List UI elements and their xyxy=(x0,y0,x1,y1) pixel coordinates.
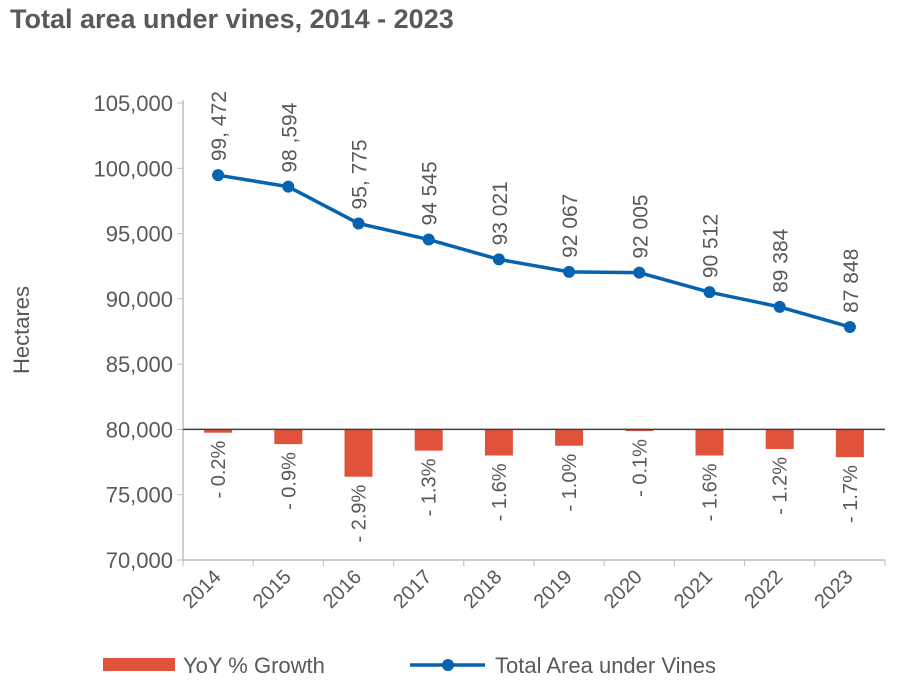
point-label: 89 384 xyxy=(770,228,793,293)
bar-yoy-2017 xyxy=(414,429,443,451)
x-tick-label: 2014 xyxy=(179,566,226,613)
point-2020 xyxy=(633,266,646,279)
y-tick-label: 100,000 xyxy=(93,156,173,181)
bar-yoy-2023 xyxy=(835,429,864,458)
legend-swatch-yoy xyxy=(103,658,175,671)
bar-yoy-2019 xyxy=(555,429,584,446)
point-2015 xyxy=(282,180,295,193)
bar-label: - 1.3% xyxy=(419,458,441,516)
bar-label: - 1.6% xyxy=(700,463,722,521)
bar-label: - 1.7% xyxy=(840,465,862,523)
point-2021 xyxy=(703,286,716,299)
x-tick-label: 2022 xyxy=(740,566,787,613)
x-tick-label: 2017 xyxy=(389,566,436,613)
y-tick-label: 105,000 xyxy=(93,91,173,116)
x-tick-label: 2020 xyxy=(600,566,647,613)
x-tick-label: 2023 xyxy=(810,566,857,613)
x-tick-label: 2018 xyxy=(459,566,506,613)
point-2016 xyxy=(352,217,365,230)
point-label: 93 021 xyxy=(489,181,512,245)
point-label: 87 848 xyxy=(840,249,863,313)
point-2019 xyxy=(563,265,576,278)
legend-label-total: Total Area under Vines xyxy=(495,653,716,678)
legend-label-yoy: YoY % Growth xyxy=(183,653,325,678)
x-tick-label: 2019 xyxy=(530,566,577,613)
bar-yoy-2021 xyxy=(695,429,724,456)
chart-title: Total area under vines, 2014 - 2023 xyxy=(10,4,454,34)
bar-label: - 0.9% xyxy=(278,452,300,510)
y-tick-label: 90,000 xyxy=(106,287,173,312)
y-tick-label: 70,000 xyxy=(106,548,173,573)
bar-yoy-2016 xyxy=(344,429,373,477)
point-2017 xyxy=(422,233,435,246)
y-tick-label: 85,000 xyxy=(106,352,173,377)
point-label: 98 ,594 xyxy=(278,102,301,172)
x-tick-label: 2016 xyxy=(319,566,366,613)
point-label: 94 545 xyxy=(419,161,442,225)
bar-yoy-2014 xyxy=(204,429,233,433)
x-tick-label: 2015 xyxy=(249,566,296,613)
point-label: 95, 775 xyxy=(349,139,372,209)
point-2018 xyxy=(492,253,505,266)
point-label: 90 512 xyxy=(700,214,723,278)
bar-yoy-2020 xyxy=(625,429,654,432)
point-label: 92 005 xyxy=(629,194,652,258)
point-2014 xyxy=(212,169,225,182)
bar-label: - 0.1% xyxy=(629,439,651,497)
line-total-area xyxy=(217,173,851,329)
point-2023 xyxy=(843,320,856,333)
x-tick-label: 2021 xyxy=(670,566,717,613)
y-axis-label: Hectares xyxy=(9,286,34,374)
bar-label: - 1.0% xyxy=(559,454,581,512)
bar-yoy-2022 xyxy=(765,429,794,449)
y-tick-label: 80,000 xyxy=(106,417,173,442)
point-label: 99, 472 xyxy=(208,91,231,161)
y-tick-label: 75,000 xyxy=(106,483,173,508)
bar-label: - 0.2% xyxy=(208,440,230,498)
legend-swatch-total-marker xyxy=(442,659,454,671)
y-tick-label: 95,000 xyxy=(106,222,173,247)
bar-label: - 1.2% xyxy=(770,457,792,515)
bar-yoy-2015 xyxy=(274,429,303,445)
bar-label: - 1.6% xyxy=(489,463,511,521)
point-2022 xyxy=(773,300,786,313)
bar-yoy-2018 xyxy=(484,429,513,456)
point-label: 92 067 xyxy=(559,194,582,258)
bar-label: - 2.9% xyxy=(349,484,371,542)
